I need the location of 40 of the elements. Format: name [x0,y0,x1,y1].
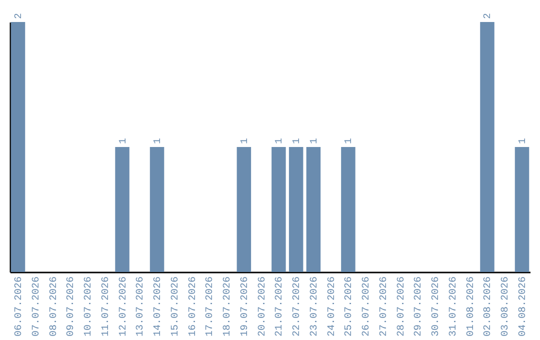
x-tick-label: 28.07.2026 [396,276,408,337]
x-tick-label: 03.08.2026 [500,276,512,337]
x-tick-label: 25.07.2026 [344,276,356,337]
x-tick-label: 29.07.2026 [414,276,425,337]
x-tick-label: 04.08.2026 [518,276,530,337]
x-tick-label: 15.07.2026 [170,276,182,337]
x-tick-label: 11.07.2026 [100,276,112,337]
x-tick-label: 12.07.2026 [118,276,130,337]
x-tick-label: 16.07.2026 [188,276,199,337]
data-label: 2 [483,12,494,19]
data-label: 1 [118,138,130,144]
data-label: 1 [153,138,164,144]
data-label: 1 [344,138,356,144]
x-tick-label: 26.07.2026 [362,276,373,337]
data-label: 1 [309,138,320,144]
x-tick-label: 09.07.2026 [66,276,78,337]
x-tick-label: 07.07.2026 [31,276,42,337]
x-tick-label: 10.07.2026 [84,276,95,337]
x-tick-label: 14.07.2026 [153,276,164,337]
x-tick-label: 23.07.2026 [309,276,320,337]
x-tick-label: 18.07.2026 [222,276,234,337]
x-tick-label: 17.07.2026 [205,276,216,337]
x-tick-label: 20.07.2026 [257,276,268,337]
x-tick-label: 06.07.2026 [14,276,25,337]
x-tick-label: 19.07.2026 [240,276,251,337]
x-tick-label: 27.07.2026 [378,276,390,337]
data-label: 1 [274,138,286,144]
x-tick-label: 21.07.2026 [274,276,286,337]
data-label: 1 [292,138,304,144]
x-tick-label: 01.08.2026 [466,276,477,337]
x-tick-label: 08.07.2026 [48,276,60,337]
data-label: 1 [240,138,251,144]
x-tick-label: 02.08.2026 [483,276,494,337]
data-label: 2 [14,12,25,19]
x-tick-label: 24.07.2026 [326,276,338,337]
x-tick-label: 13.07.2026 [136,276,147,337]
x-tick-label: 30.07.2026 [431,276,442,337]
x-tick-label: 22.07.2026 [292,276,304,337]
data-label: 1 [518,138,530,144]
x-tick-label: 31.07.2026 [448,276,460,337]
